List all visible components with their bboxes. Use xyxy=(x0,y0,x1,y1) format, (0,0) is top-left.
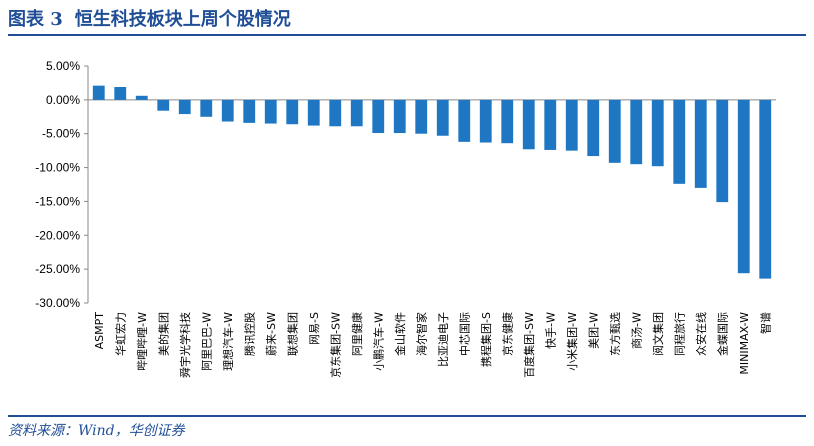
figure-label: 图表 3 xyxy=(8,9,63,30)
x-tick-label: 海尔智家 xyxy=(414,312,428,356)
x-tick-label: 京东健康 xyxy=(500,312,514,356)
bar xyxy=(587,99,600,157)
y-tick-label: -25.00% xyxy=(35,262,80,276)
bar xyxy=(501,99,514,144)
bar xyxy=(350,99,363,127)
x-tick-label: 小米集团-W xyxy=(565,312,579,371)
x-tick-label: 金蝶国际 xyxy=(715,312,729,356)
x-tick-label: 金山软件 xyxy=(393,312,407,356)
bar xyxy=(329,99,342,127)
bar xyxy=(286,99,299,125)
x-tick-label: 商汤-W xyxy=(629,312,643,349)
x-tick-label: 美的集团 xyxy=(156,312,170,356)
bar xyxy=(114,86,127,100)
bar xyxy=(200,99,213,117)
bar xyxy=(479,99,492,143)
x-tick-label: 腾讯控股 xyxy=(242,312,256,356)
bar xyxy=(458,99,471,142)
x-tick-label: 百度集团-SW xyxy=(522,312,536,378)
bar xyxy=(221,99,234,122)
x-tick-label: 理想汽车-W xyxy=(221,312,235,371)
bar xyxy=(694,99,707,188)
bar xyxy=(673,99,686,184)
x-tick-label: 京东集团-SW xyxy=(328,312,342,378)
y-tick-label: 5.00% xyxy=(46,59,80,73)
x-tick-label: 携程集团-S xyxy=(479,312,493,367)
y-tick-label: -5.00% xyxy=(42,127,80,141)
x-tick-label: 网易-S xyxy=(308,312,321,345)
x-tick-label: 舜宇光学科技 xyxy=(178,312,192,378)
source-note: 资料来源：Wind，华创证券 xyxy=(8,423,185,439)
x-tick-label: 同程旅行 xyxy=(672,312,686,356)
x-tick-label: 联想集团 xyxy=(285,312,299,356)
bar xyxy=(393,99,406,134)
figure-title: 图表 3 恒生科技板块上周个股情况 xyxy=(8,4,291,32)
bar xyxy=(608,99,621,163)
bottom-rule xyxy=(8,415,806,417)
top-rule xyxy=(8,34,806,36)
bar xyxy=(135,95,148,100)
bar xyxy=(716,99,729,203)
x-tick-label: 东方甄选 xyxy=(608,312,622,356)
y-tick-label: 0.00% xyxy=(46,93,80,107)
x-tick-label: ASMPT xyxy=(93,312,106,350)
bar xyxy=(565,99,578,151)
chart-title: 恒生科技板块上周个股情况 xyxy=(74,9,291,30)
x-tick-label: 阿里健康 xyxy=(350,312,364,356)
y-tick-label: -10.00% xyxy=(35,161,80,175)
bar xyxy=(264,99,277,124)
x-tick-label: 比亚迪电子 xyxy=(437,312,450,367)
x-tick-label: 哔哩哔哩-W xyxy=(136,312,149,371)
x-tick-label: 阿里巴巴-W xyxy=(200,312,213,371)
bar xyxy=(372,99,385,134)
bar xyxy=(651,99,664,167)
bar xyxy=(157,99,170,111)
y-tick-label: -20.00% xyxy=(35,228,80,242)
x-tick-label: 快手-W xyxy=(543,312,557,349)
bar xyxy=(243,99,256,123)
bar xyxy=(737,99,750,274)
bar xyxy=(178,99,191,115)
x-tick-label: 小鹏汽车-W xyxy=(371,312,385,371)
bar xyxy=(630,99,643,165)
bar xyxy=(544,99,557,150)
x-tick-label: 阅文集团 xyxy=(651,312,665,356)
bar xyxy=(759,99,772,279)
y-tick-label: -15.00% xyxy=(35,194,80,208)
bar xyxy=(522,99,535,150)
bar xyxy=(92,85,105,100)
x-tick-label: 众安在线 xyxy=(694,312,708,356)
bar xyxy=(307,99,320,126)
x-tick-label: 中芯国际 xyxy=(457,312,471,356)
y-tick-label: -30.00% xyxy=(35,296,80,310)
bar xyxy=(415,99,428,134)
x-tick-label: 美团-W xyxy=(587,312,600,349)
bar xyxy=(436,99,449,136)
x-tick-label: MINIMAX-W xyxy=(738,312,751,375)
x-tick-label: 华虹宏力 xyxy=(113,312,127,356)
x-tick-label: 蔚来-SW xyxy=(265,312,278,356)
x-tick-label: 智谱 xyxy=(758,312,772,334)
